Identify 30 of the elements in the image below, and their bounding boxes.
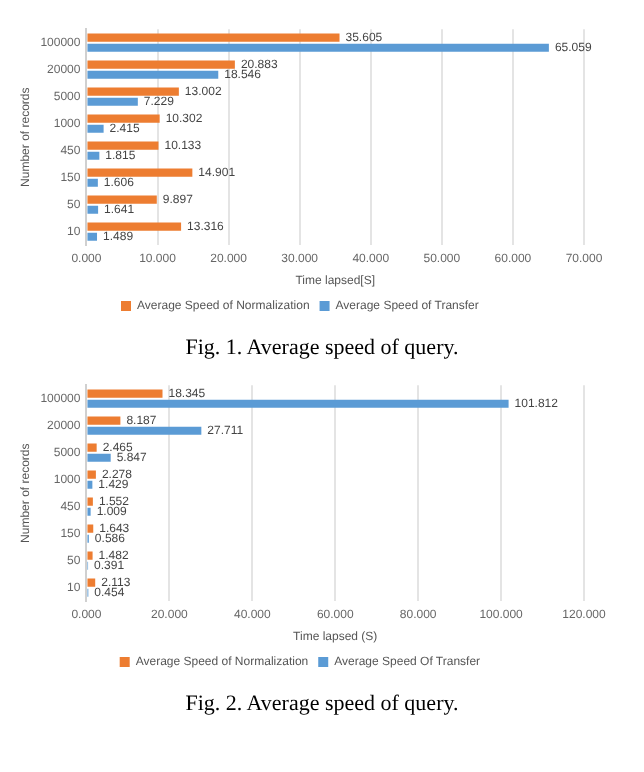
bar	[87, 389, 163, 398]
bar	[87, 70, 219, 79]
bar	[87, 470, 96, 479]
bar	[87, 497, 93, 506]
bar	[87, 443, 97, 452]
bar	[87, 43, 549, 52]
bar	[87, 480, 93, 489]
bar	[87, 141, 159, 150]
bar	[87, 87, 179, 96]
bar	[87, 232, 98, 241]
bar	[87, 195, 157, 204]
bar	[87, 33, 340, 42]
bar	[87, 205, 99, 214]
bar	[87, 151, 100, 160]
bar	[87, 426, 202, 435]
bar	[87, 551, 93, 560]
bar	[87, 178, 98, 187]
bar	[87, 453, 111, 462]
bar	[87, 168, 193, 177]
bar	[87, 114, 160, 123]
bar	[87, 222, 182, 231]
bar	[87, 416, 121, 425]
bar	[87, 524, 94, 533]
bar	[87, 578, 96, 587]
bar	[87, 60, 235, 69]
caption: Fig. 1. Average speed of query.	[183, 336, 461, 360]
bar	[87, 97, 138, 106]
caption: Fig. 2. Average speed of query.	[183, 692, 461, 716]
bar	[87, 399, 509, 408]
bar	[87, 124, 104, 133]
